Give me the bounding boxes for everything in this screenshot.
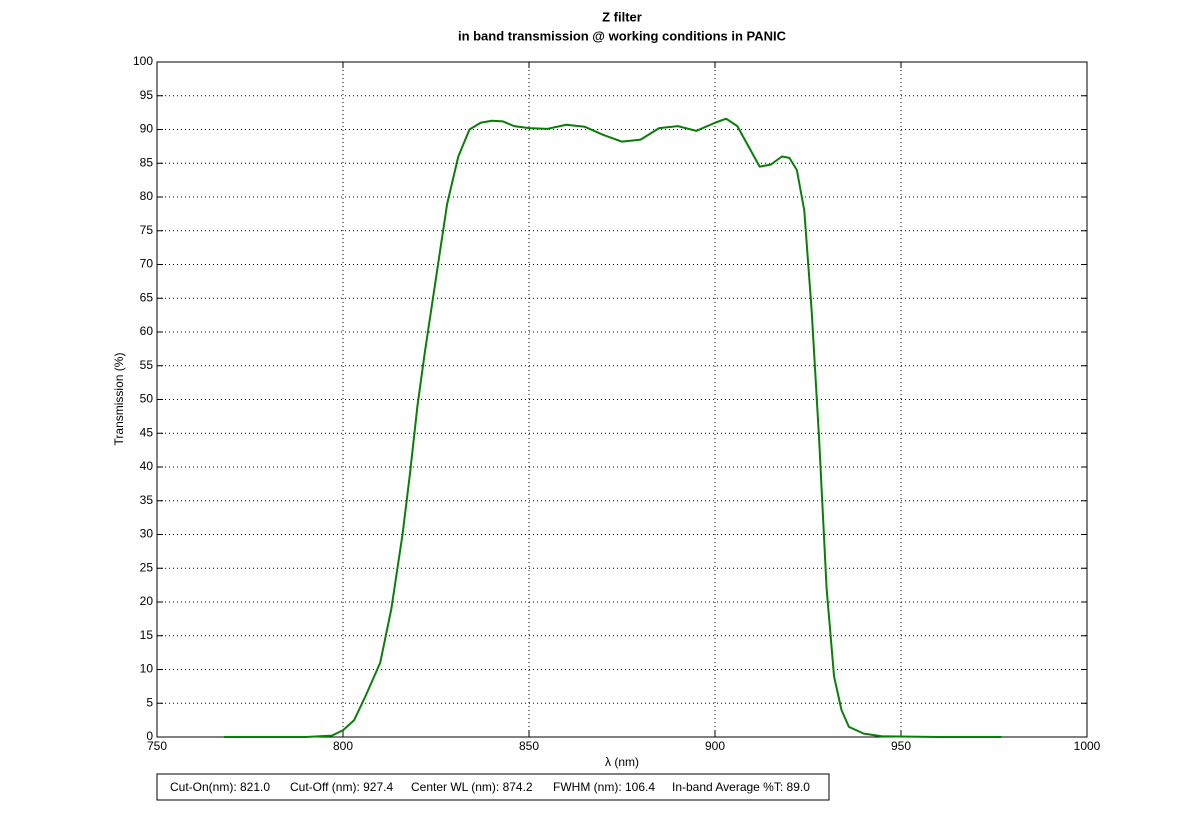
x-tick-label: 900 [705, 739, 725, 753]
y-tick-label: 85 [140, 155, 154, 169]
y-tick-label: 45 [140, 425, 154, 439]
x-axis-label: λ (nm) [605, 755, 639, 769]
stats-text: In-band Average %T: 89.0 [672, 780, 810, 794]
y-tick-label: 90 [140, 122, 154, 136]
stats-text: Cut-Off (nm): 927.4 [290, 780, 393, 794]
y-tick-label: 55 [140, 358, 154, 372]
x-tick-label: 850 [519, 739, 539, 753]
stats-text: FWHM (nm): 106.4 [553, 780, 655, 794]
chart-subtitle: in band transmission @ working condition… [458, 28, 787, 43]
y-tick-label: 70 [140, 257, 154, 271]
plot-frame [156, 61, 1088, 738]
y-tick-label: 95 [140, 88, 154, 102]
x-tick-label: 950 [891, 739, 911, 753]
chart-title: Z filter [602, 9, 642, 24]
stats-text: Cut-On(nm): 821.0 [170, 780, 270, 794]
y-tick-label: 5 [146, 695, 153, 709]
x-tick-label: 800 [333, 739, 353, 753]
stats-text: Center WL (nm): 874.2 [411, 780, 533, 794]
y-tick-label: 50 [140, 392, 154, 406]
y-tick-label: 100 [133, 54, 153, 68]
y-axis-label: Transmission (%) [112, 353, 126, 446]
y-tick-label: 80 [140, 189, 154, 203]
y-tick-label: 35 [140, 493, 154, 507]
data-line [223, 117, 1002, 738]
x-tick-label: 1000 [1074, 739, 1101, 753]
x-tick-label: 750 [147, 739, 167, 753]
y-tick-label: 15 [140, 628, 154, 642]
y-tick-label: 65 [140, 290, 154, 304]
stats-box [156, 773, 830, 801]
y-tick-label: 40 [140, 459, 154, 473]
y-tick-label: 0 [146, 729, 153, 743]
y-tick-label: 60 [140, 324, 154, 338]
y-tick-label: 25 [140, 560, 154, 574]
y-tick-label: 20 [140, 594, 154, 608]
y-tick-label: 30 [140, 527, 154, 541]
y-tick-label: 75 [140, 223, 154, 237]
y-tick-label: 10 [140, 662, 154, 676]
